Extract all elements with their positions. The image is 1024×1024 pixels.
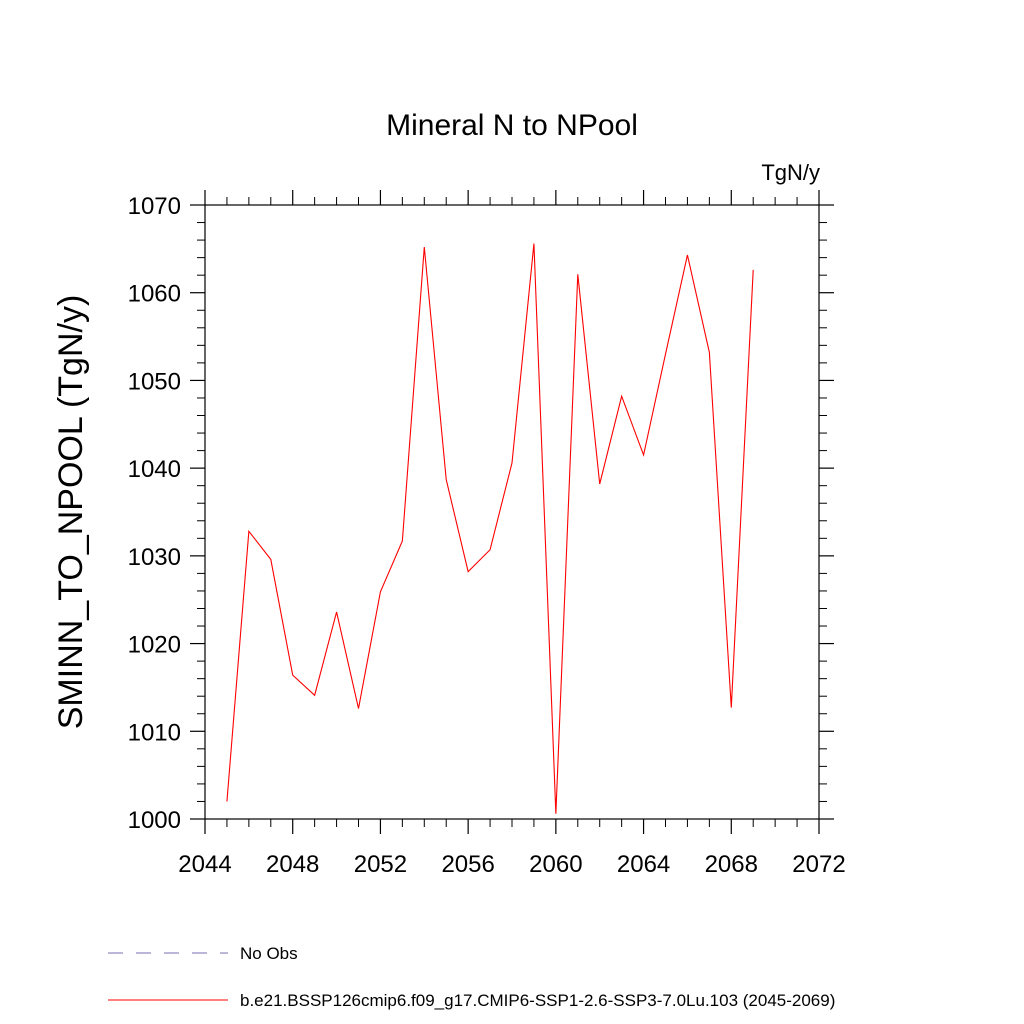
- y-tick-label-1040: 1040: [128, 456, 181, 483]
- y-tick-label-1030: 1030: [128, 544, 181, 571]
- legend: No Obs b.e21.BSSP126cmip6.f09_g17.CMIP6-S…: [108, 944, 835, 1010]
- x-tick-label-2052: 2052: [354, 851, 407, 878]
- y-axis-label: SMINN_TO_NPOOL (TgN/y): [52, 295, 90, 730]
- y-tick-label-1060: 1060: [128, 281, 181, 308]
- legend-label-0: b.e21.BSSP126cmip6.f09_g17.CMIP6-SSP1-2.…: [240, 991, 835, 1010]
- y-tick-label-1010: 1010: [128, 719, 181, 746]
- legend-label-1: No Obs: [240, 944, 298, 963]
- x-tick-label-2060: 2060: [529, 851, 582, 878]
- x-tick-label-2064: 2064: [617, 851, 670, 878]
- y-tick-labels: 1000 1010 1020 1030 1040 1050 1060 1070: [128, 193, 181, 834]
- x-tick-label-2068: 2068: [705, 851, 758, 878]
- x-tick-label-2044: 2044: [178, 851, 231, 878]
- series-lines: [226, 243, 754, 814]
- x-tick-label-2048: 2048: [266, 851, 319, 878]
- y-tick-label-1070: 1070: [128, 193, 181, 220]
- units-label: TgN/y: [761, 160, 820, 185]
- x-tick-label-2072: 2072: [792, 851, 845, 878]
- y-tick-label-1050: 1050: [128, 368, 181, 395]
- y-tick-label-1000: 1000: [128, 807, 181, 834]
- x-tick-labels: 2044 2048 2052 2056 2060 2064 2068 2072: [178, 851, 845, 878]
- axis-ticks: [190, 190, 834, 834]
- chart-title: Mineral N to NPool: [386, 109, 638, 142]
- plot-frame: [204, 204, 820, 820]
- x-tick-label-2056: 2056: [441, 851, 494, 878]
- y-tick-label-1020: 1020: [128, 632, 181, 659]
- series-line-0: [226, 243, 754, 814]
